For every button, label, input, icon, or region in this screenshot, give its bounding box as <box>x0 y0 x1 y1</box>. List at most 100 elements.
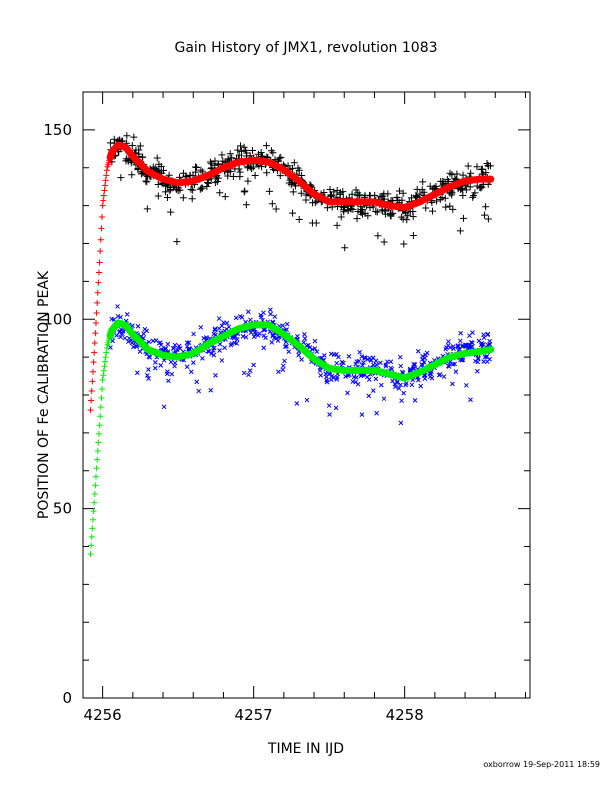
plus-point <box>473 163 481 171</box>
cross-point <box>259 314 264 320</box>
y-tick-label: 100 <box>43 310 72 328</box>
plus-point <box>459 192 467 200</box>
cross-point <box>345 390 350 396</box>
cross-point <box>399 369 405 375</box>
cross-point <box>429 375 435 381</box>
cross-point <box>350 379 356 384</box>
cross-point <box>463 382 469 388</box>
cross-point <box>158 363 164 368</box>
plus-point <box>143 178 151 186</box>
plus-point <box>242 201 250 209</box>
cross-point <box>276 369 281 375</box>
plus-point <box>354 189 362 197</box>
cross-point <box>470 340 475 346</box>
cross-point <box>119 331 125 337</box>
cross-point <box>124 312 130 317</box>
cross-point <box>374 410 379 416</box>
plus-point <box>419 178 427 186</box>
plus-point <box>477 165 485 173</box>
cross-point <box>248 317 253 323</box>
cross-point <box>399 398 404 404</box>
plus-point <box>446 202 454 210</box>
cross-point <box>137 349 143 355</box>
cross-point <box>302 332 307 337</box>
plus-point <box>103 167 110 174</box>
cross-point <box>241 370 247 376</box>
plus-point <box>240 188 248 196</box>
plus-point <box>203 183 211 191</box>
plus-point <box>436 195 444 203</box>
plus-point <box>189 186 197 194</box>
cross-point <box>455 344 461 350</box>
plus-point <box>464 162 472 170</box>
plus-point <box>96 269 103 276</box>
cross-point <box>294 401 300 406</box>
plus-point <box>221 193 229 201</box>
cross-point <box>341 360 346 366</box>
lower-fit-line <box>106 319 495 382</box>
plus-point <box>117 174 125 182</box>
x-tick-label: 4256 <box>84 706 122 724</box>
cross-point <box>212 326 218 332</box>
cross-point <box>135 323 141 329</box>
axis-ticks <box>83 92 530 698</box>
plus-point <box>154 180 162 188</box>
cross-point <box>158 342 164 348</box>
plus-point <box>98 395 105 402</box>
plus-point <box>249 163 257 171</box>
plus-point <box>88 542 95 549</box>
cross-point <box>485 331 491 337</box>
cross-point <box>191 331 196 337</box>
plus-point <box>130 133 138 141</box>
plus-point <box>187 185 195 193</box>
plus-point <box>312 219 320 227</box>
cross-point <box>455 343 461 348</box>
cross-point <box>445 343 451 348</box>
plus-point <box>122 155 130 163</box>
plus-point <box>102 354 109 361</box>
plus-point <box>193 163 201 171</box>
upper-fit-line <box>106 141 495 212</box>
cross-point <box>118 314 123 320</box>
plus-point <box>89 378 96 385</box>
cross-point <box>251 334 257 340</box>
cross-point <box>299 357 304 362</box>
plus-point <box>99 376 106 383</box>
plus-point <box>90 359 97 366</box>
plus-point <box>478 183 486 191</box>
plus-point <box>106 139 114 147</box>
plus-point <box>87 407 94 414</box>
cross-point <box>383 362 389 368</box>
plus-point <box>135 146 143 154</box>
plus-point <box>226 150 234 158</box>
cross-point <box>152 360 158 365</box>
cross-point <box>184 340 190 346</box>
plus-point <box>91 490 98 497</box>
cross-point <box>282 344 288 349</box>
plus-point <box>236 173 244 181</box>
cross-point <box>146 354 152 359</box>
cross-point <box>411 361 416 367</box>
plus-point <box>97 248 104 255</box>
cross-point <box>398 420 404 426</box>
cross-point <box>115 313 121 319</box>
plus-point <box>162 188 170 196</box>
plus-point <box>99 385 106 392</box>
cross-point <box>174 347 180 352</box>
plus-point <box>257 149 265 157</box>
plus-point <box>284 162 292 170</box>
y-tick-label: 0 <box>62 689 72 707</box>
plus-point <box>268 200 276 208</box>
cross-point <box>110 338 116 344</box>
plus-point <box>235 151 243 159</box>
cross-point <box>475 359 480 365</box>
cross-point <box>475 355 481 361</box>
cross-point <box>412 362 418 367</box>
cross-point <box>219 358 225 363</box>
plus-point <box>348 190 356 198</box>
cross-point <box>162 346 168 352</box>
plus-point <box>102 358 109 365</box>
plus-point <box>94 456 101 463</box>
plus-point <box>330 188 338 196</box>
y-axis-label: POSITION OF Fe CALIBRATION PEAK <box>36 270 52 519</box>
